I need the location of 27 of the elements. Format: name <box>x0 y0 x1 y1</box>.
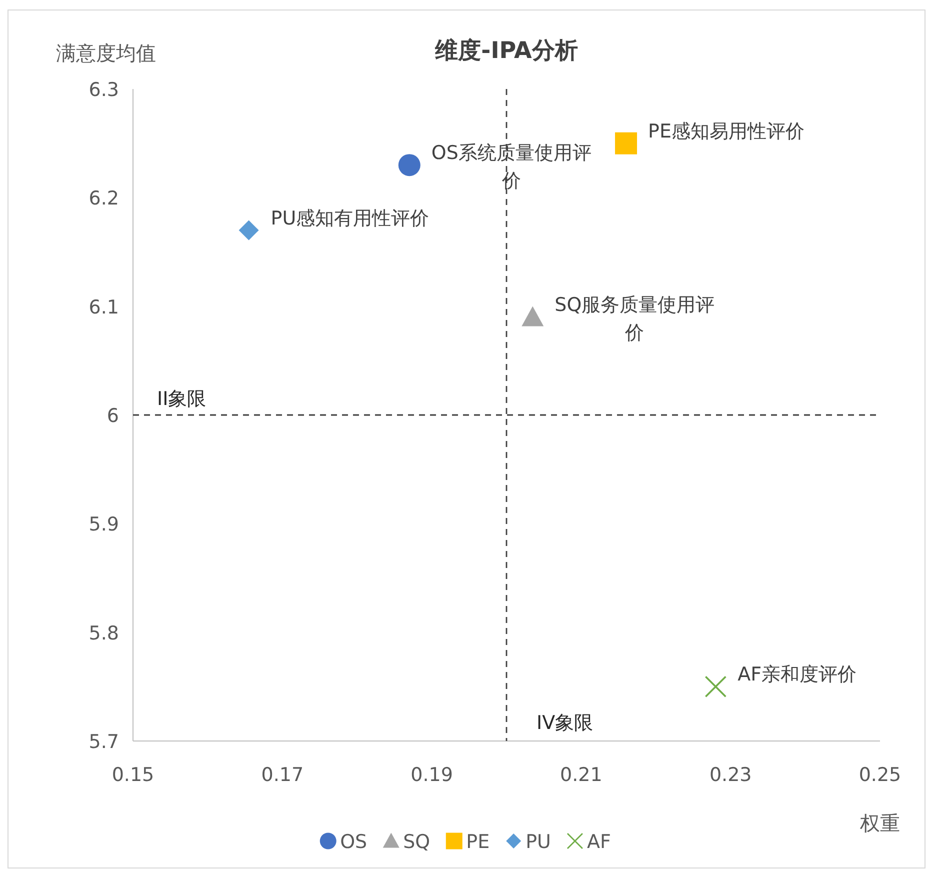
annotation: AF亲和度评价 <box>738 664 857 686</box>
legend-label: PU <box>526 831 551 853</box>
y-axis-title: 满意度均值 <box>56 41 156 65</box>
chart-title: 维度-IPA分析 <box>434 37 578 64</box>
x-tick-label: 0.19 <box>410 764 453 786</box>
legend-label: OS <box>340 831 368 853</box>
annotation: IV象限 <box>536 712 594 734</box>
annotation: PU感知有用性评价 <box>270 207 430 230</box>
y-tick-label: 5.7 <box>88 731 119 753</box>
y-tick-label: 6.1 <box>88 296 119 318</box>
legend-label: PE <box>466 831 490 853</box>
x-tick-label: 0.21 <box>560 764 602 786</box>
annotation: SQ服务质量使用评价 <box>554 294 715 344</box>
y-tick-label: 6.2 <box>88 188 119 210</box>
legend-label: AF <box>586 831 611 853</box>
x-tick-label: 0.23 <box>709 764 752 786</box>
y-tick-label: 5.8 <box>88 622 119 644</box>
legend-label: SQ <box>403 831 430 853</box>
annotation: II象限 <box>157 388 206 410</box>
x-tick-label: 0.15 <box>112 764 154 786</box>
x-axis-title: 权重 <box>859 811 900 835</box>
y-tick-label: 6 <box>106 405 119 427</box>
y-tick-label: 5.9 <box>88 514 119 536</box>
annotation: PE感知易用性评价 <box>648 120 804 142</box>
x-tick-label: 0.25 <box>858 764 902 786</box>
x-tick-label: 0.17 <box>261 764 304 786</box>
y-tick-label: 6.3 <box>88 79 119 101</box>
